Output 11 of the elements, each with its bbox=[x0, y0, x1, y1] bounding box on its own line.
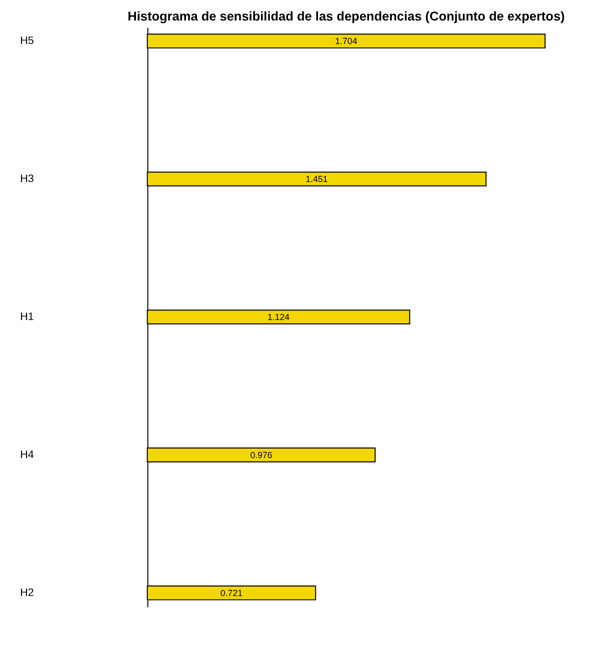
y-tick-label: H4 bbox=[20, 448, 34, 461]
data-label: 0.721 bbox=[220, 588, 243, 598]
y-tick-label: H1 bbox=[20, 310, 34, 323]
data-label: 0.976 bbox=[250, 450, 272, 460]
y-tick-label: H2 bbox=[20, 586, 34, 599]
data-label: 1.451 bbox=[306, 174, 328, 184]
chart-title: Histograma de sensibilidad de las dependencias (Conjunto de expertos) bbox=[128, 8, 565, 24]
data-label: 1.124 bbox=[267, 312, 290, 322]
y-tick-label: H3 bbox=[20, 172, 34, 185]
data-label: 1.704 bbox=[335, 36, 358, 46]
y-tick-label: H5 bbox=[20, 34, 34, 47]
